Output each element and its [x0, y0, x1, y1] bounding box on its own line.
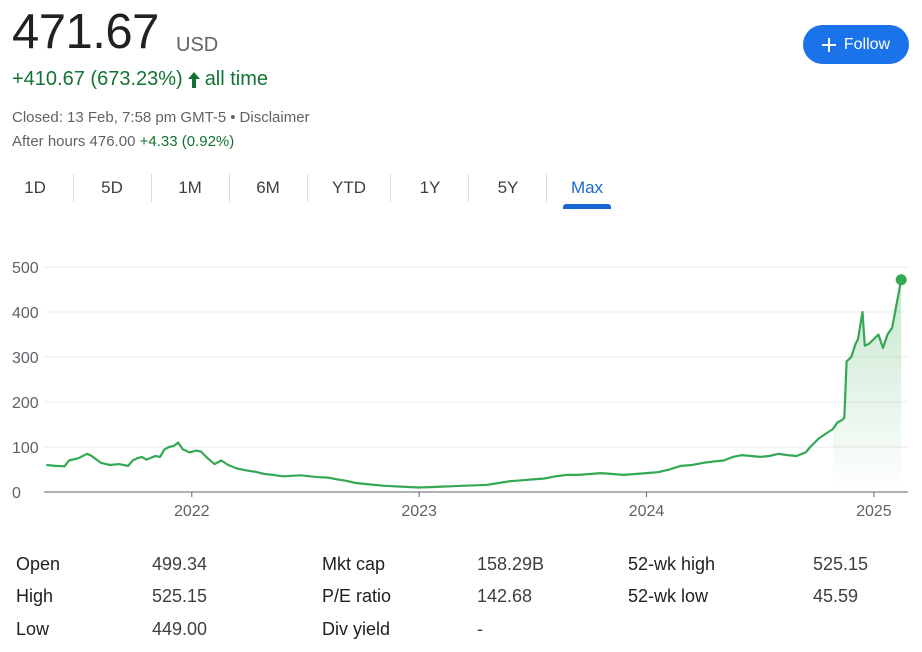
y-tick-label: 0: [12, 485, 21, 502]
last-price-marker: [895, 274, 907, 286]
disclaimer-link[interactable]: Disclaimer: [239, 109, 310, 126]
axis-labels: 0 100 200 300 400 500 2022 2023 2024 2025: [12, 260, 892, 520]
after-hours-change: +4.33 (0.92%): [139, 133, 235, 150]
stat-value-52wk-low: 45.59: [813, 586, 859, 606]
stat-label-pe-ratio: P/E ratio: [322, 586, 392, 606]
stat-value-mkt-cap: 158.29B: [477, 554, 545, 574]
chart-series: [46, 274, 907, 492]
x-tick-label: 2022: [174, 503, 210, 520]
y-tick-label: 400: [12, 305, 39, 322]
stat-value-low: 449.00: [152, 619, 208, 639]
tab-divider: [468, 174, 469, 202]
arrow-up-icon: [187, 71, 200, 88]
tab-divider: [73, 174, 74, 202]
tab-divider: [307, 174, 308, 202]
y-tick-label: 300: [12, 350, 39, 367]
range-tabs: 1D 5D 1M 6M YTD 1Y 5Y Max: [0, 170, 640, 210]
stat-value-52wk-high: 525.15: [813, 554, 869, 574]
stock-price: 471.67: [12, 5, 159, 59]
market-status: Closed: 13 Feb, 7:58 pm GMT-5 • Disclaimer: [12, 109, 310, 126]
stat-label-52wk-high: 52-wk high: [628, 554, 716, 574]
currency-code: USD: [176, 34, 219, 56]
change-value: +410.67 (673.23%): [12, 68, 183, 90]
plus-icon: [821, 37, 836, 52]
stat-label-low: Low: [16, 619, 50, 639]
chart-grid: [44, 266, 908, 497]
y-tick-label: 200: [12, 395, 39, 412]
follow-button[interactable]: Follow: [803, 25, 909, 64]
stat-label-high: High: [16, 586, 54, 606]
y-tick-label: 500: [12, 260, 39, 277]
separator-dot: •: [230, 109, 236, 126]
area-fill: [833, 279, 902, 492]
price-line: [46, 279, 903, 489]
change-period: all time: [204, 68, 269, 90]
tab-5d[interactable]: 5D: [101, 178, 123, 197]
tab-ytd[interactable]: YTD: [332, 178, 366, 197]
tab-1y[interactable]: 1Y: [419, 178, 441, 197]
closed-time: Closed: 13 Feb, 7:58 pm GMT-5: [12, 109, 227, 126]
x-tick-label: 2025: [856, 503, 892, 520]
tab-1d[interactable]: 1D: [24, 178, 46, 197]
stat-label-mkt-cap: Mkt cap: [322, 554, 386, 574]
stat-value-open: 499.34: [152, 554, 208, 574]
stat-value-div-yield: -: [477, 619, 483, 639]
tab-5y[interactable]: 5Y: [497, 178, 519, 197]
tab-divider: [546, 174, 547, 202]
y-tick-label: 100: [12, 440, 39, 457]
tab-divider: [390, 174, 391, 202]
stat-value-pe-ratio: 142.68: [477, 586, 533, 606]
active-tab-indicator: [563, 204, 611, 209]
tab-divider: [151, 174, 152, 202]
follow-label: Follow: [843, 35, 891, 53]
tab-divider: [229, 174, 230, 202]
tab-1m[interactable]: 1M: [178, 178, 202, 197]
tab-6m[interactable]: 6M: [256, 178, 280, 197]
stat-value-high: 525.15: [152, 586, 208, 606]
stat-label-52wk-low: 52-wk low: [628, 586, 709, 606]
price-chart[interactable]: 0 100 200 300 400 500 2022 2023 2024 2025: [0, 250, 922, 530]
price-change: +410.67 (673.23%) all time: [12, 68, 268, 91]
tab-max[interactable]: Max: [570, 178, 604, 197]
x-tick-label: 2023: [401, 503, 437, 520]
stat-label-div-yield: Div yield: [322, 619, 391, 639]
after-hours-price: After hours 476.00: [12, 133, 136, 150]
stat-label-open: Open: [16, 554, 61, 574]
x-tick-label: 2024: [629, 503, 665, 520]
after-hours: After hours 476.00 +4.33 (0.92%): [12, 133, 234, 150]
